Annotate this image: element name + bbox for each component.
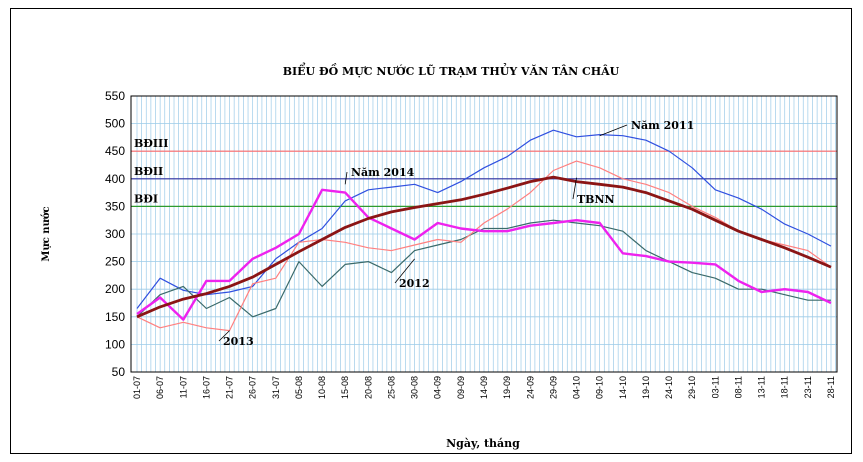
y-tick-label: 400 (105, 172, 125, 186)
x-tick-label: 14-09 (479, 376, 489, 399)
x-tick-label: 10-08 (317, 376, 327, 399)
annotations: BĐIII BĐII BĐI Năm 2011 2012 2013 Năm 2014 TBNN (134, 119, 694, 348)
threshold-label: BĐII (134, 165, 163, 178)
x-tick-label: 25-08 (386, 376, 396, 399)
x-tick-label: 04-09 (433, 376, 443, 399)
y-tick-label: 550 (105, 89, 125, 103)
annotation-leader (218, 330, 230, 342)
threshold-lines (131, 150, 837, 207)
x-tick-label: 05-08 (294, 376, 304, 399)
series-annotation: Năm 2011 (631, 119, 694, 132)
x-tick-label: 24-10 (664, 376, 674, 399)
x-tick-label: 31-07 (271, 376, 281, 399)
x-tick-label: 21-07 (225, 376, 235, 399)
x-tick-label: 19-10 (641, 376, 651, 399)
x-tick-label: 19-09 (502, 376, 512, 399)
y-tick-label: 450 (105, 144, 125, 158)
x-axis: 01-07 06-07 11-07 16-07 21-07 26-07 31-07 05-08… (132, 376, 836, 399)
y-axis: 50 100 150 200 250 300 350 400 450 500 550 (105, 89, 125, 379)
x-tick-label: 13-11 (757, 376, 767, 398)
x-tick-label: 29-09 (548, 376, 558, 399)
x-tick-label: 15-08 (340, 376, 350, 399)
x-tick-label: 26-07 (248, 376, 258, 399)
x-tick-label: 30-08 (410, 376, 420, 399)
x-tick-label: 24-09 (525, 376, 535, 399)
x-tick-label: 01-07 (132, 376, 142, 399)
x-tick-label: 09-10 (595, 376, 605, 399)
x-tick-label: 09-09 (456, 376, 466, 399)
series-annotation: 2013 (223, 335, 254, 348)
threshold-label: BĐI (134, 192, 158, 205)
series-annotation: Năm 2014 (351, 166, 415, 179)
x-tick-label: 29-10 (687, 376, 697, 399)
series-annotation: 2012 (399, 277, 430, 290)
x-tick-label: 06-07 (155, 376, 165, 399)
x-axis-label: Ngày, tháng (446, 437, 520, 450)
x-tick-label: 23-11 (803, 376, 813, 398)
y-tick-label: 50 (112, 365, 126, 379)
x-tick-label: 11-07 (178, 376, 188, 398)
plot-area-border (130, 95, 838, 373)
y-tick-label: 500 (105, 117, 125, 131)
y-tick-label: 150 (105, 310, 125, 324)
x-tick-label: 04-10 (572, 376, 582, 399)
annotation-leader (344, 171, 348, 185)
y-tick-label: 250 (105, 255, 125, 269)
annotation-leader (572, 177, 577, 200)
chart-title: BIỂU ĐỒ MỰC NƯỚC LŨ TRẠM THỦY VĂN TÂN CH… (283, 62, 620, 78)
x-tick-label: 18-11 (780, 376, 790, 398)
chart-frame: BIỂU ĐỒ MỰC NƯỚC LŨ TRẠM THỦY VĂN TÂN CH… (10, 8, 852, 454)
x-tick-label: 16-07 (201, 376, 211, 399)
water-level-chart: BIỂU ĐỒ MỰC NƯỚC LŨ TRẠM THỦY VĂN TÂN CH… (41, 62, 838, 450)
series-line (136, 219, 831, 318)
x-tick-label: 14-10 (618, 376, 628, 399)
annotation-leader (394, 258, 415, 284)
y-tick-label: 100 (105, 337, 125, 351)
y-tick-label: 350 (105, 199, 125, 213)
series-line (136, 175, 832, 319)
threshold-label: BĐIII (134, 137, 168, 150)
x-tick-label: 03-11 (710, 376, 720, 398)
y-axis-label: Mực nước (41, 206, 52, 261)
x-tick-label: 08-11 (733, 376, 743, 398)
annotation-leader (599, 124, 628, 137)
series-line (136, 129, 832, 309)
series-line (136, 188, 832, 321)
series-line (136, 160, 832, 332)
x-tick-label: 20-08 (363, 376, 373, 399)
grid (131, 95, 837, 373)
y-tick-label: 300 (105, 227, 125, 241)
series-lines (136, 129, 832, 332)
y-tick-label: 200 (105, 282, 125, 296)
x-tick-label: 28-11 (826, 376, 836, 398)
series-annotation: TBNN (577, 193, 615, 206)
